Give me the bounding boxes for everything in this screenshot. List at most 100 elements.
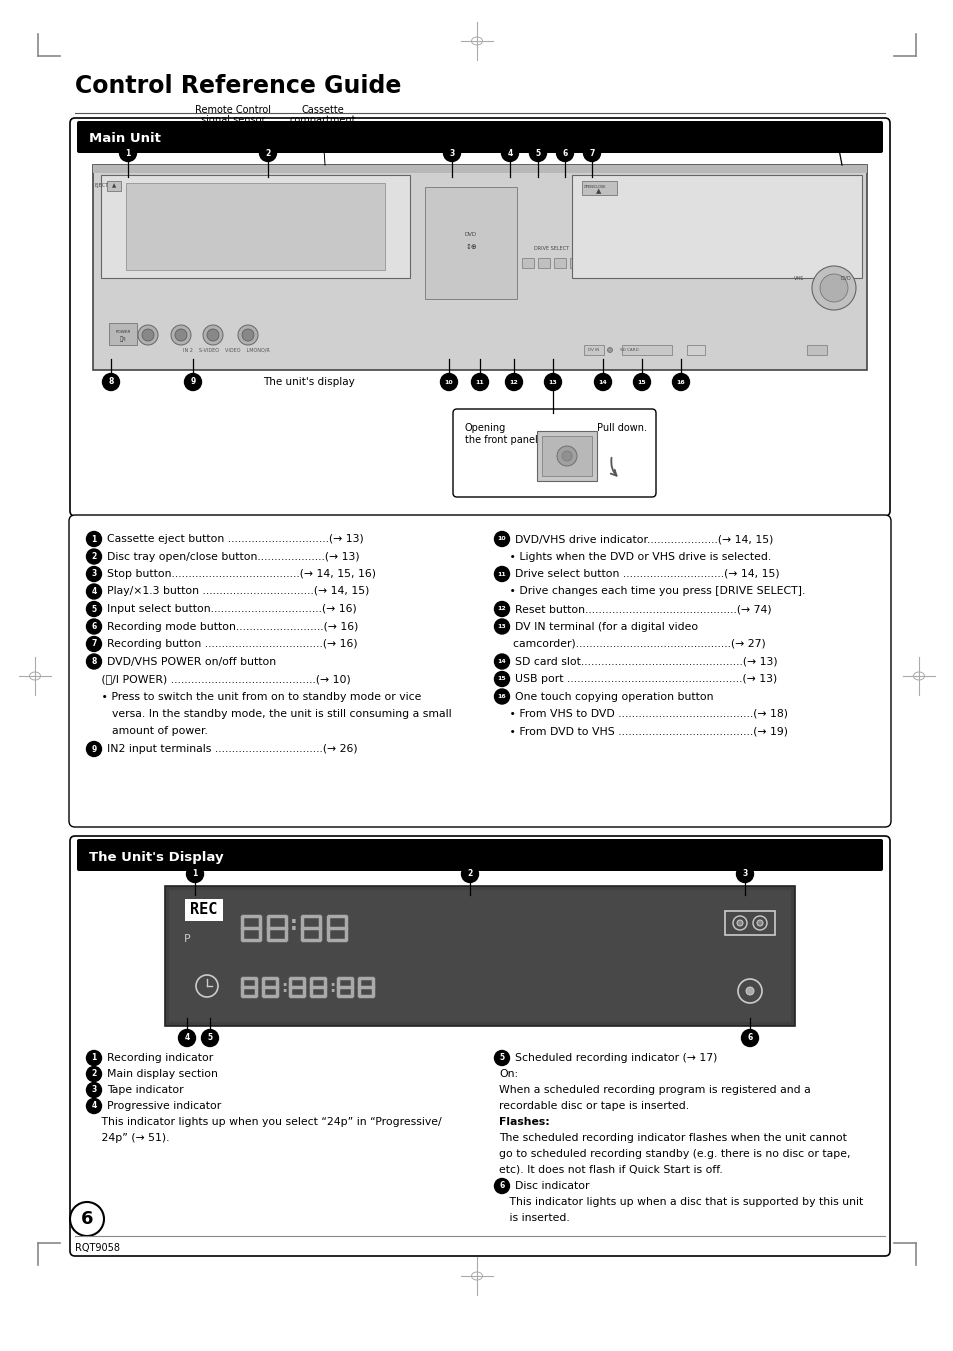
Circle shape	[494, 654, 509, 669]
Text: Recording button ...................................(→ 16): Recording button .......................…	[107, 639, 357, 648]
Circle shape	[242, 330, 253, 340]
Circle shape	[87, 619, 101, 634]
FancyBboxPatch shape	[453, 409, 656, 497]
Bar	[572, 176, 862, 278]
Circle shape	[87, 742, 101, 757]
Text: OPEN/CLOSE: OPEN/CLOSE	[583, 185, 606, 189]
Text: ⏻/I: ⏻/I	[119, 336, 126, 342]
Text: • From DVD to VHS ........................................(→ 19): • From DVD to VHS ......................…	[498, 727, 787, 736]
Text: Recording indicator: Recording indicator	[107, 1052, 213, 1063]
Circle shape	[811, 266, 855, 309]
Text: • Drive changes each time you press [DRIVE SELECT].: • Drive changes each time you press [DRI…	[498, 586, 804, 597]
Circle shape	[740, 1029, 758, 1047]
Circle shape	[672, 373, 689, 390]
Text: :: :	[280, 979, 287, 994]
Circle shape	[443, 145, 460, 162]
Circle shape	[494, 1051, 509, 1066]
Circle shape	[87, 1082, 101, 1097]
Circle shape	[736, 866, 753, 882]
Circle shape	[556, 145, 573, 162]
Text: 2: 2	[265, 149, 271, 158]
Text: This indicator lights up when a disc that is supported by this unit: This indicator lights up when a disc tha…	[498, 1197, 862, 1206]
Text: 6: 6	[91, 621, 96, 631]
Circle shape	[138, 326, 158, 345]
Text: 13: 13	[548, 380, 557, 385]
Text: 7: 7	[91, 639, 96, 648]
Text: DVD: DVD	[464, 232, 476, 238]
Text: Disc tray open/close button....................(→ 13): Disc tray open/close button.............…	[107, 551, 359, 562]
Text: Recording mode button..........................(→ 16): Recording mode button...................…	[107, 621, 358, 631]
Text: SD CARD: SD CARD	[619, 349, 639, 353]
Text: 5: 5	[535, 149, 540, 158]
Bar	[92, 165, 866, 173]
Text: 2: 2	[91, 1070, 96, 1078]
Text: is inserted.: is inserted.	[498, 1213, 569, 1223]
Text: 3: 3	[91, 570, 96, 578]
Text: 2: 2	[91, 553, 96, 561]
Text: Reset button.............................................(→ 74): Reset button............................…	[515, 604, 771, 613]
Text: Disc indicator: Disc indicator	[515, 1181, 589, 1192]
Circle shape	[494, 671, 509, 686]
Bar	[554, 258, 565, 267]
Text: :: :	[290, 915, 297, 934]
Text: REC: REC	[190, 902, 217, 917]
Bar	[724, 911, 774, 935]
FancyBboxPatch shape	[70, 118, 889, 516]
Bar	[92, 165, 866, 370]
Text: Disc tray: Disc tray	[813, 126, 860, 136]
Circle shape	[87, 601, 101, 616]
Bar	[686, 345, 704, 355]
Text: 11: 11	[497, 571, 506, 577]
Text: Remote Control: Remote Control	[194, 105, 271, 115]
Circle shape	[87, 654, 101, 669]
Circle shape	[178, 1029, 195, 1047]
Text: 4: 4	[184, 1034, 190, 1043]
Circle shape	[607, 347, 612, 353]
Text: 9: 9	[91, 744, 96, 754]
Text: 2: 2	[467, 870, 472, 878]
Text: :: :	[329, 979, 335, 994]
Text: 8: 8	[91, 657, 96, 666]
Text: 1: 1	[125, 149, 131, 158]
Bar	[185, 898, 223, 921]
Text: 5: 5	[91, 604, 96, 613]
Text: 10: 10	[497, 536, 506, 542]
Text: The scheduled recording indicator flashes when the unit cannot: The scheduled recording indicator flashe…	[498, 1133, 846, 1143]
Text: 7: 7	[589, 149, 594, 158]
Text: Cassette: Cassette	[301, 105, 344, 115]
Circle shape	[203, 326, 223, 345]
FancyBboxPatch shape	[77, 839, 882, 871]
Text: Scheduled recording indicator (→ 17): Scheduled recording indicator (→ 17)	[515, 1052, 717, 1063]
Text: 6: 6	[81, 1210, 93, 1228]
Text: 13: 13	[497, 624, 506, 630]
Text: DVD: DVD	[840, 276, 850, 281]
Bar	[581, 181, 617, 195]
Bar	[537, 431, 597, 481]
Text: 4: 4	[91, 586, 96, 596]
Text: • Press to switch the unit from on to standby mode or vice: • Press to switch the unit from on to st…	[91, 692, 421, 701]
Circle shape	[207, 330, 219, 340]
Text: DVD/VHS POWER on/off button: DVD/VHS POWER on/off button	[107, 657, 275, 666]
Text: 1: 1	[91, 1054, 96, 1062]
Text: (⏻/I POWER) ...........................................(→ 10): (⏻/I POWER) ............................…	[91, 674, 351, 684]
Circle shape	[87, 1051, 101, 1066]
Circle shape	[471, 373, 488, 390]
Circle shape	[505, 373, 522, 390]
Text: camcorder)..............................................(→ 27): camcorder)..............................…	[498, 639, 765, 648]
Text: One touch copying operation button: One touch copying operation button	[515, 692, 713, 701]
Text: amount of power.: amount of power.	[91, 727, 208, 736]
Circle shape	[171, 326, 191, 345]
Text: Tape indicator: Tape indicator	[107, 1085, 183, 1096]
Text: The unit's display: The unit's display	[263, 377, 355, 386]
Text: Drive select button ..............................(→ 14, 15): Drive select button ....................…	[515, 569, 779, 580]
Circle shape	[201, 1029, 218, 1047]
Circle shape	[561, 451, 572, 461]
Text: Input select button.................................(→ 16): Input select button.....................…	[107, 604, 356, 613]
Bar	[621, 345, 671, 355]
Text: IN 2    S-VIDEO    VIDEO    LMONO/R: IN 2 S-VIDEO VIDEO LMONO/R	[183, 347, 270, 353]
Text: SD card slot................................................(→ 13): SD card slot............................…	[515, 657, 777, 666]
Circle shape	[494, 601, 509, 616]
Text: Progressive indicator: Progressive indicator	[107, 1101, 221, 1111]
Text: 14: 14	[598, 380, 607, 385]
Text: When a scheduled recording program is registered and a: When a scheduled recording program is re…	[498, 1085, 810, 1096]
